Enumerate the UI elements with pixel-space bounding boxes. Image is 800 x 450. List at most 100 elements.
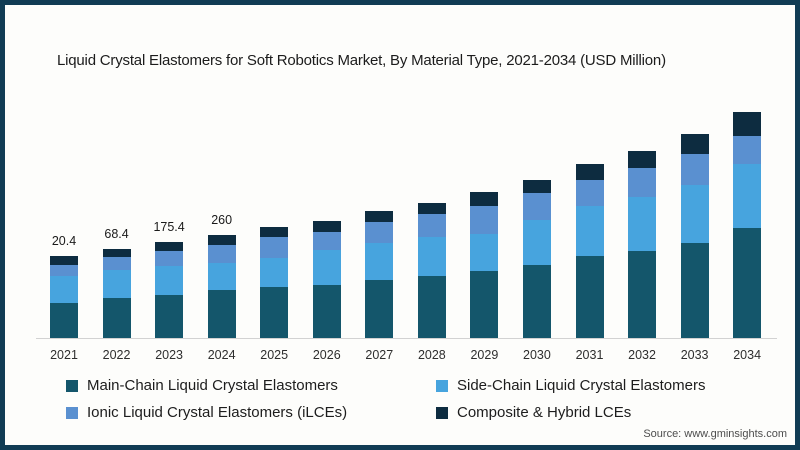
stacked-bar-2026[interactable] <box>312 221 341 338</box>
x-axis-tick-label: 2033 <box>680 348 709 362</box>
bar-segment[interactable] <box>733 164 762 228</box>
bar-segment[interactable] <box>155 266 184 295</box>
bar-segment[interactable] <box>417 237 446 276</box>
bar-segment[interactable] <box>260 227 289 237</box>
bar-segment[interactable] <box>50 256 78 265</box>
bar-segment[interactable] <box>628 197 657 251</box>
stacked-bar-2031[interactable] <box>575 164 604 338</box>
bar-segment[interactable] <box>50 276 78 303</box>
legend-label: Ionic Liquid Crystal Elastomers (iLCEs) <box>87 404 348 421</box>
bar-segment[interactable] <box>733 136 762 164</box>
x-axis-tick-label: 2030 <box>523 348 551 362</box>
legend-item-0[interactable]: Main-Chain Liquid Crystal Elastomers <box>66 377 436 394</box>
x-axis-tick-label: 2029 <box>470 348 499 362</box>
x-axis-tick-label: 2023 <box>155 348 183 362</box>
x-axis-tick-label: 2026 <box>312 348 341 362</box>
stacked-bar-2030[interactable] <box>522 180 551 338</box>
bar-segment[interactable] <box>312 221 341 232</box>
bar-segment[interactable] <box>417 276 446 338</box>
x-axis-tick-label: 2021 <box>50 348 78 362</box>
bar-segment[interactable] <box>522 220 551 265</box>
x-axis-tick-label: 2024 <box>207 348 236 362</box>
bar-segment[interactable] <box>260 287 289 338</box>
bar-segment[interactable] <box>207 263 236 290</box>
chart-title: Liquid Crystal Elastomers for Soft Robot… <box>57 52 666 69</box>
bar-segment[interactable] <box>628 168 657 197</box>
bar-segment[interactable] <box>417 214 446 237</box>
bar-segment[interactable] <box>207 245 236 263</box>
bar-segment[interactable] <box>575 256 604 338</box>
bar-segment[interactable] <box>470 271 499 338</box>
bar-segment[interactable] <box>470 192 499 206</box>
stacked-bar-2029[interactable] <box>470 192 499 338</box>
bar-segment[interactable] <box>312 285 341 338</box>
bar-value-label: 260 <box>211 213 233 227</box>
x-axis-tick-label: 2025 <box>260 348 289 362</box>
bar-segment[interactable] <box>365 211 394 222</box>
bar-segment[interactable] <box>680 154 709 185</box>
x-axis-tick-label: 2031 <box>575 348 604 362</box>
legend-swatch-icon <box>66 379 78 392</box>
bar-segment[interactable] <box>155 251 184 266</box>
bar-segment[interactable] <box>365 222 394 243</box>
bar-segment[interactable] <box>628 151 657 168</box>
bar-segment[interactable] <box>312 250 341 285</box>
bar-segment[interactable] <box>50 303 78 338</box>
plot-area: 20.4 68.4 175.4 260 2021 2022 2023 2024 2025 202… <box>5 5 795 445</box>
bar-segment[interactable] <box>365 280 394 338</box>
x-axis-tick-label: 2022 <box>102 348 131 362</box>
legend-swatch-icon <box>436 406 448 419</box>
bar-segment[interactable] <box>155 242 184 251</box>
stacked-bar-2023[interactable] <box>155 242 184 338</box>
bar-value-label: 68.4 <box>104 227 129 241</box>
bar-segment[interactable] <box>575 180 604 206</box>
bar-segment[interactable] <box>102 249 131 257</box>
x-axis-tick-label: 2032 <box>628 348 656 362</box>
legend-swatch-icon <box>66 406 78 419</box>
bar-segment[interactable] <box>628 251 657 338</box>
x-axis-line <box>36 338 777 339</box>
bar-segment[interactable] <box>522 193 551 220</box>
bar-segment[interactable] <box>680 185 709 243</box>
bar-segment[interactable] <box>260 258 289 287</box>
bar-segment[interactable] <box>680 243 709 338</box>
bar-segment[interactable] <box>733 228 762 338</box>
stacked-bar-2033[interactable] <box>680 134 709 338</box>
bar-segment[interactable] <box>207 290 236 338</box>
stacked-bar-2028[interactable] <box>417 203 446 338</box>
bar-segment[interactable] <box>50 265 78 276</box>
x-axis-tick-label: 2028 <box>417 348 446 362</box>
bar-segment[interactable] <box>417 203 446 214</box>
bar-segment[interactable] <box>365 243 394 280</box>
bar-segment[interactable] <box>575 206 604 256</box>
stacked-bar-2024[interactable] <box>207 235 236 338</box>
bar-segment[interactable] <box>680 134 709 154</box>
legend-label: Composite & Hybrid LCEs <box>457 404 632 421</box>
bar-segment[interactable] <box>470 234 499 271</box>
bar-segment[interactable] <box>102 270 131 298</box>
bar-segment[interactable] <box>260 237 289 258</box>
bar-value-label: 20.4 <box>51 234 77 248</box>
bar-segment[interactable] <box>522 180 551 193</box>
bar-segment[interactable] <box>102 257 131 270</box>
bar-segment[interactable] <box>155 295 184 338</box>
stacked-bar-2021[interactable] <box>50 256 78 338</box>
bar-segment[interactable] <box>733 112 762 136</box>
bar-segment[interactable] <box>575 164 604 180</box>
legend-item-2[interactable]: Ionic Liquid Crystal Elastomers (iLCEs) <box>66 404 436 421</box>
legend-item-1[interactable]: Side-Chain Liquid Crystal Elastomers <box>436 377 756 394</box>
bar-segment[interactable] <box>102 298 131 338</box>
legend-item-3[interactable]: Composite & Hybrid LCEs <box>436 404 756 421</box>
stacked-bar-2022[interactable] <box>102 249 131 338</box>
bar-segment[interactable] <box>470 206 499 234</box>
stacked-bar-2034[interactable] <box>733 112 762 338</box>
stacked-bar-2025[interactable] <box>260 227 289 338</box>
stacked-bar-2032[interactable] <box>628 151 657 338</box>
stacked-bar-2027[interactable] <box>365 211 394 338</box>
bar-segment[interactable] <box>522 265 551 338</box>
bar-segment[interactable] <box>207 235 236 245</box>
legend: Main-Chain Liquid Crystal Elastomers Side… <box>66 377 756 421</box>
legend-label: Side-Chain Liquid Crystal Elastomers <box>457 377 706 394</box>
bar-segment[interactable] <box>312 232 341 250</box>
